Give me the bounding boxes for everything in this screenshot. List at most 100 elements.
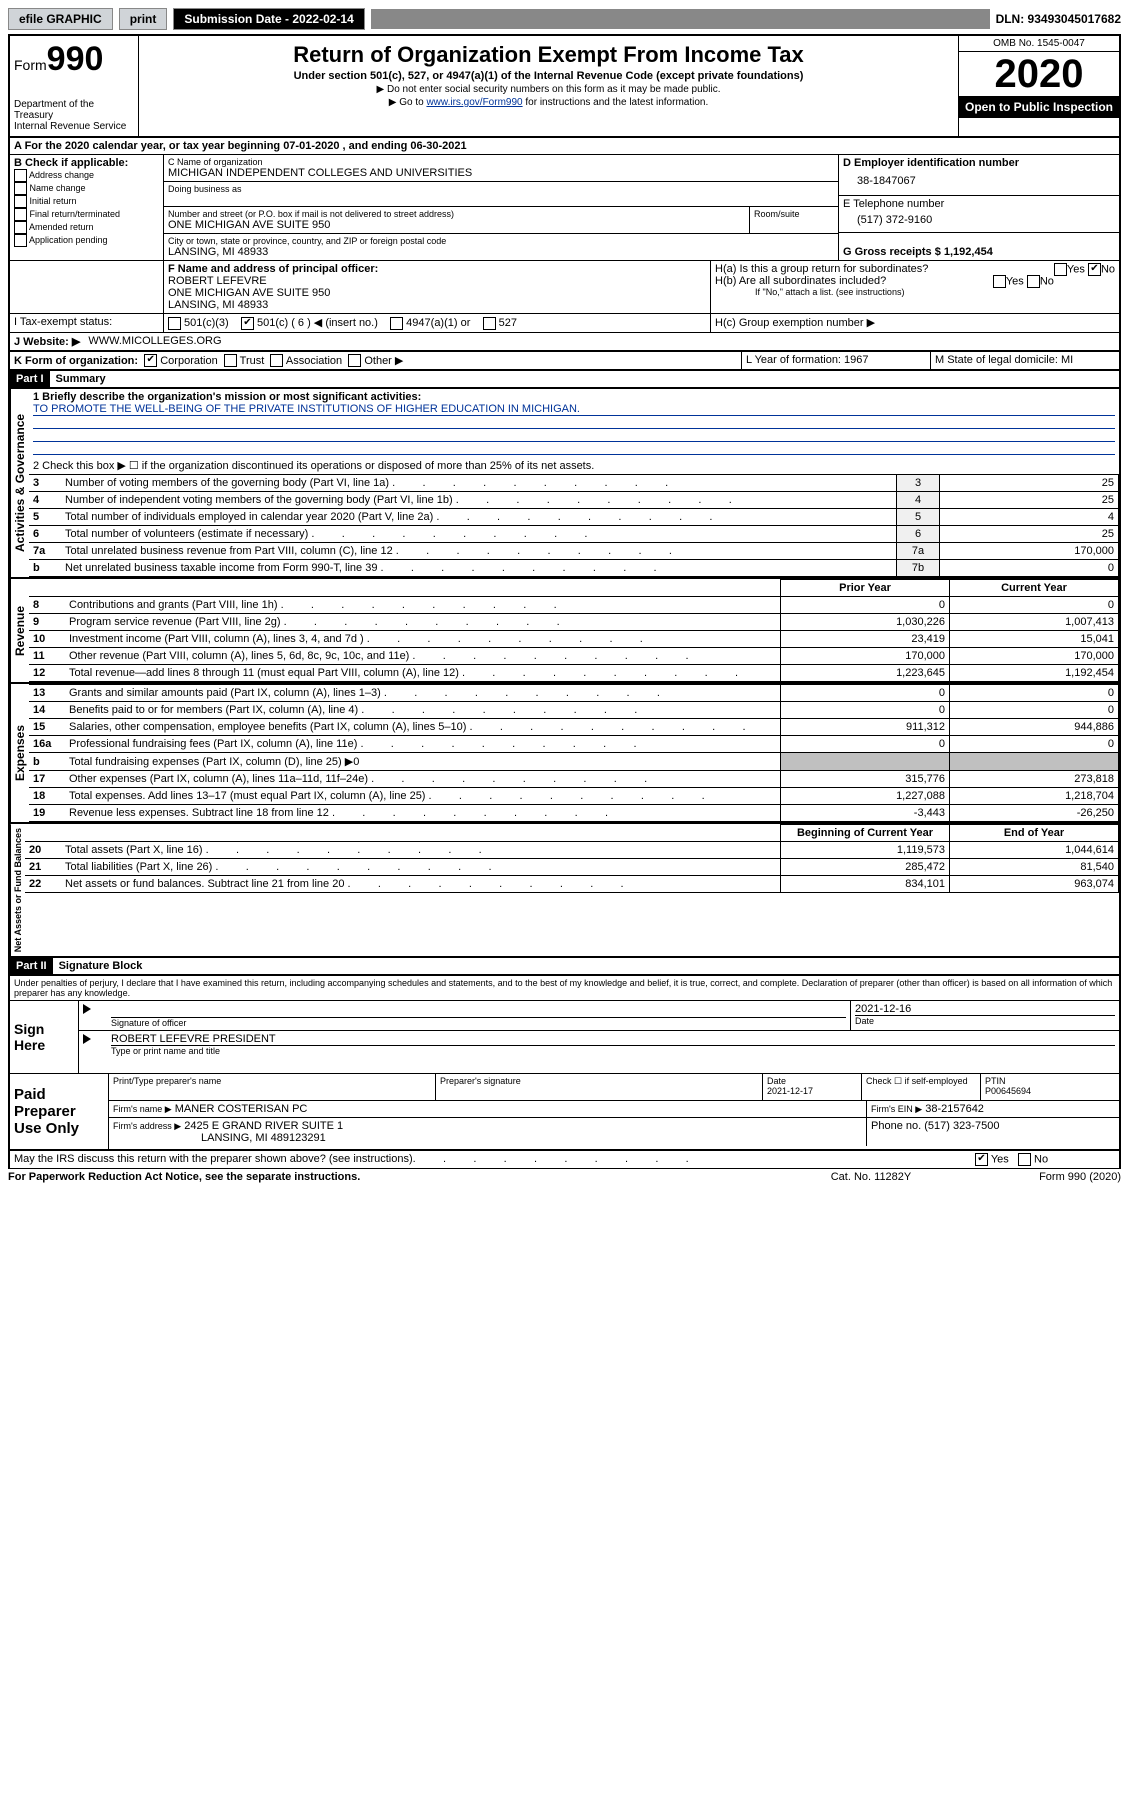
form-note-2: ▶ Go to www.irs.gov/Form990 for instruct… xyxy=(143,97,954,108)
line1-label: 1 Briefly describe the organization's mi… xyxy=(33,391,1115,403)
line2: 2 Check this box ▶ ☐ if the organization… xyxy=(29,457,1119,474)
room-label: Room/suite xyxy=(754,209,834,219)
table-row: 19Revenue less expenses. Subtract line 1… xyxy=(29,805,1119,822)
table-row: 21Total liabilities (Part X, line 26) 28… xyxy=(25,859,1119,876)
ha-yes[interactable] xyxy=(1054,263,1067,276)
dba-label: Doing business as xyxy=(168,184,834,194)
ag-table: 3Number of voting members of the governi… xyxy=(29,474,1119,577)
box-b-label: B Check if applicable: xyxy=(14,157,159,169)
table-row: 8Contributions and grants (Part VIII, li… xyxy=(29,597,1119,614)
part1-header: Part I Summary xyxy=(8,371,1121,389)
form-title: Return of Organization Exempt From Incom… xyxy=(143,42,954,68)
triangle-icon xyxy=(83,1034,91,1044)
tax-status-check[interactable] xyxy=(483,317,496,330)
table-row: 15Salaries, other compensation, employee… xyxy=(29,719,1119,736)
hb-yes[interactable] xyxy=(993,275,1006,288)
street-label: Number and street (or P.O. box if mail i… xyxy=(168,209,745,219)
box-b-item[interactable]: Application pending xyxy=(14,234,159,247)
prep-date: 2021-12-17 xyxy=(767,1086,857,1096)
sign-here-label: Sign Here xyxy=(10,1001,79,1073)
table-row: 16aProfessional fundraising fees (Part I… xyxy=(29,736,1119,753)
hc-label: H(c) Group exemption number ▶ xyxy=(710,314,1119,332)
box-b-item[interactable]: Name change xyxy=(14,182,159,195)
tax-status-check[interactable]: ✔ xyxy=(241,317,254,330)
org-form-check[interactable]: ✔ xyxy=(144,354,157,367)
website-row: J Website: ▶ WWW.MICOLLEGES.ORG xyxy=(8,332,1121,351)
table-row: 5Total number of individuals employed in… xyxy=(29,509,1119,526)
dln-label: DLN: 93493045017682 xyxy=(996,12,1121,26)
open-inspection-label: Open to Public Inspection xyxy=(959,96,1119,118)
firm-addr1: 2425 E GRAND RIVER SUITE 1 xyxy=(184,1120,343,1132)
form-number: Form990 xyxy=(14,40,134,79)
efile-button[interactable]: efile GRAPHIC xyxy=(8,8,113,30)
org-form-check[interactable] xyxy=(348,354,361,367)
print-button[interactable]: print xyxy=(119,8,168,30)
officer-name-title: ROBERT LEFEVRE PRESIDENT xyxy=(111,1033,1115,1045)
table-row: 9Program service revenue (Part VIII, lin… xyxy=(29,614,1119,631)
officer-addr2: LANSING, MI 48933 xyxy=(168,299,706,311)
table-row: 20Total assets (Part X, line 16) 1,119,5… xyxy=(25,842,1119,859)
table-row: 18Total expenses. Add lines 13–17 (must … xyxy=(29,788,1119,805)
revenue-table: Prior YearCurrent Year8Contributions and… xyxy=(29,579,1119,682)
table-row: 10Investment income (Part VIII, column (… xyxy=(29,631,1119,648)
discuss-no[interactable] xyxy=(1018,1153,1031,1166)
form-subtitle: Under section 501(c), 527, or 4947(a)(1)… xyxy=(143,70,954,82)
tax-year: 2020 xyxy=(959,52,1119,96)
website-value: WWW.MICOLLEGES.ORG xyxy=(88,335,221,347)
triangle-icon xyxy=(83,1004,91,1014)
ptin-label: PTIN xyxy=(985,1076,1115,1086)
part2-header: Part II Signature Block xyxy=(8,958,1121,976)
org-form-check[interactable] xyxy=(224,354,237,367)
discuss-yes[interactable]: ✔ xyxy=(975,1153,988,1166)
cat-number: Cat. No. 11282Y xyxy=(771,1171,971,1183)
officer-name: ROBERT LEFEVRE xyxy=(168,275,706,287)
net-assets-table: Beginning of Current YearEnd of Year20To… xyxy=(25,824,1119,893)
firm-name: MANER COSTERISAN PC xyxy=(175,1103,308,1115)
tax-status-check[interactable] xyxy=(390,317,403,330)
vert-label-net: Net Assets or Fund Balances xyxy=(10,824,25,956)
instructions-link[interactable]: www.irs.gov/Form990 xyxy=(426,97,522,108)
table-row: 7aTotal unrelated business revenue from … xyxy=(29,543,1119,560)
street-value: ONE MICHIGAN AVE SUITE 950 xyxy=(168,219,745,231)
tax-status-check[interactable] xyxy=(168,317,181,330)
org-form-check[interactable] xyxy=(270,354,283,367)
table-row: 3Number of voting members of the governi… xyxy=(29,475,1119,492)
city-label: City or town, state or province, country… xyxy=(168,236,834,246)
org-name-label: C Name of organization xyxy=(168,157,834,167)
prep-sig-label: Preparer's signature xyxy=(440,1076,758,1086)
firm-ein: 38-2157642 xyxy=(925,1103,984,1115)
box-b-item[interactable]: Initial return xyxy=(14,195,159,208)
phone-label: E Telephone number xyxy=(843,198,1115,210)
paid-preparer-label: Paid Preparer Use Only xyxy=(10,1074,109,1149)
box-b-item[interactable]: Address change xyxy=(14,169,159,182)
submission-date-button[interactable]: Submission Date - 2022-02-14 xyxy=(173,8,364,30)
type-name-label: Type or print name and title xyxy=(111,1045,1115,1056)
paperwork-notice: For Paperwork Reduction Act Notice, see … xyxy=(8,1171,771,1183)
vert-label-ag: Activities & Governance xyxy=(10,389,29,577)
sig-officer-label: Signature of officer xyxy=(111,1017,846,1028)
header-info-block: B Check if applicable: Address change Na… xyxy=(8,155,1121,260)
period-row: A For the 2020 calendar year, or tax yea… xyxy=(8,138,1121,155)
tax-exempt-row: I Tax-exempt status: 501(c)(3) ✔ 501(c) … xyxy=(8,313,1121,332)
top-toolbar: efile GRAPHIC print Submission Date - 20… xyxy=(8,8,1121,30)
ha-no[interactable]: ✔ xyxy=(1088,263,1101,276)
hb-label: H(b) Are all subordinates included? Yes … xyxy=(715,275,1115,287)
table-row: 4Number of independent voting members of… xyxy=(29,492,1119,509)
gross-receipts: G Gross receipts $ 1,192,454 xyxy=(843,246,993,258)
hb-no[interactable] xyxy=(1027,275,1040,288)
form-version: Form 990 (2020) xyxy=(971,1171,1121,1183)
ein-value: 38-1847067 xyxy=(843,169,1115,193)
firm-addr2: LANSING, MI 489123291 xyxy=(113,1132,862,1144)
officer-label: F Name and address of principal officer: xyxy=(168,263,706,275)
self-employed-check[interactable]: Check ☐ if self-employed xyxy=(862,1074,981,1100)
officer-addr1: ONE MICHIGAN AVE SUITE 950 xyxy=(168,287,706,299)
table-row: 12Total revenue—add lines 8 through 11 (… xyxy=(29,665,1119,682)
expenses-table: 13Grants and similar amounts paid (Part … xyxy=(29,684,1119,822)
table-row: 6Total number of volunteers (estimate if… xyxy=(29,526,1119,543)
vert-label-rev: Revenue xyxy=(10,579,29,682)
table-row: 17Other expenses (Part IX, column (A), l… xyxy=(29,771,1119,788)
box-b-item[interactable]: Amended return xyxy=(14,221,159,234)
box-b-item[interactable]: Final return/terminated xyxy=(14,208,159,221)
table-row: bTotal fundraising expenses (Part IX, co… xyxy=(29,753,1119,771)
firm-phone: Phone no. (517) 323-7500 xyxy=(866,1118,1119,1146)
